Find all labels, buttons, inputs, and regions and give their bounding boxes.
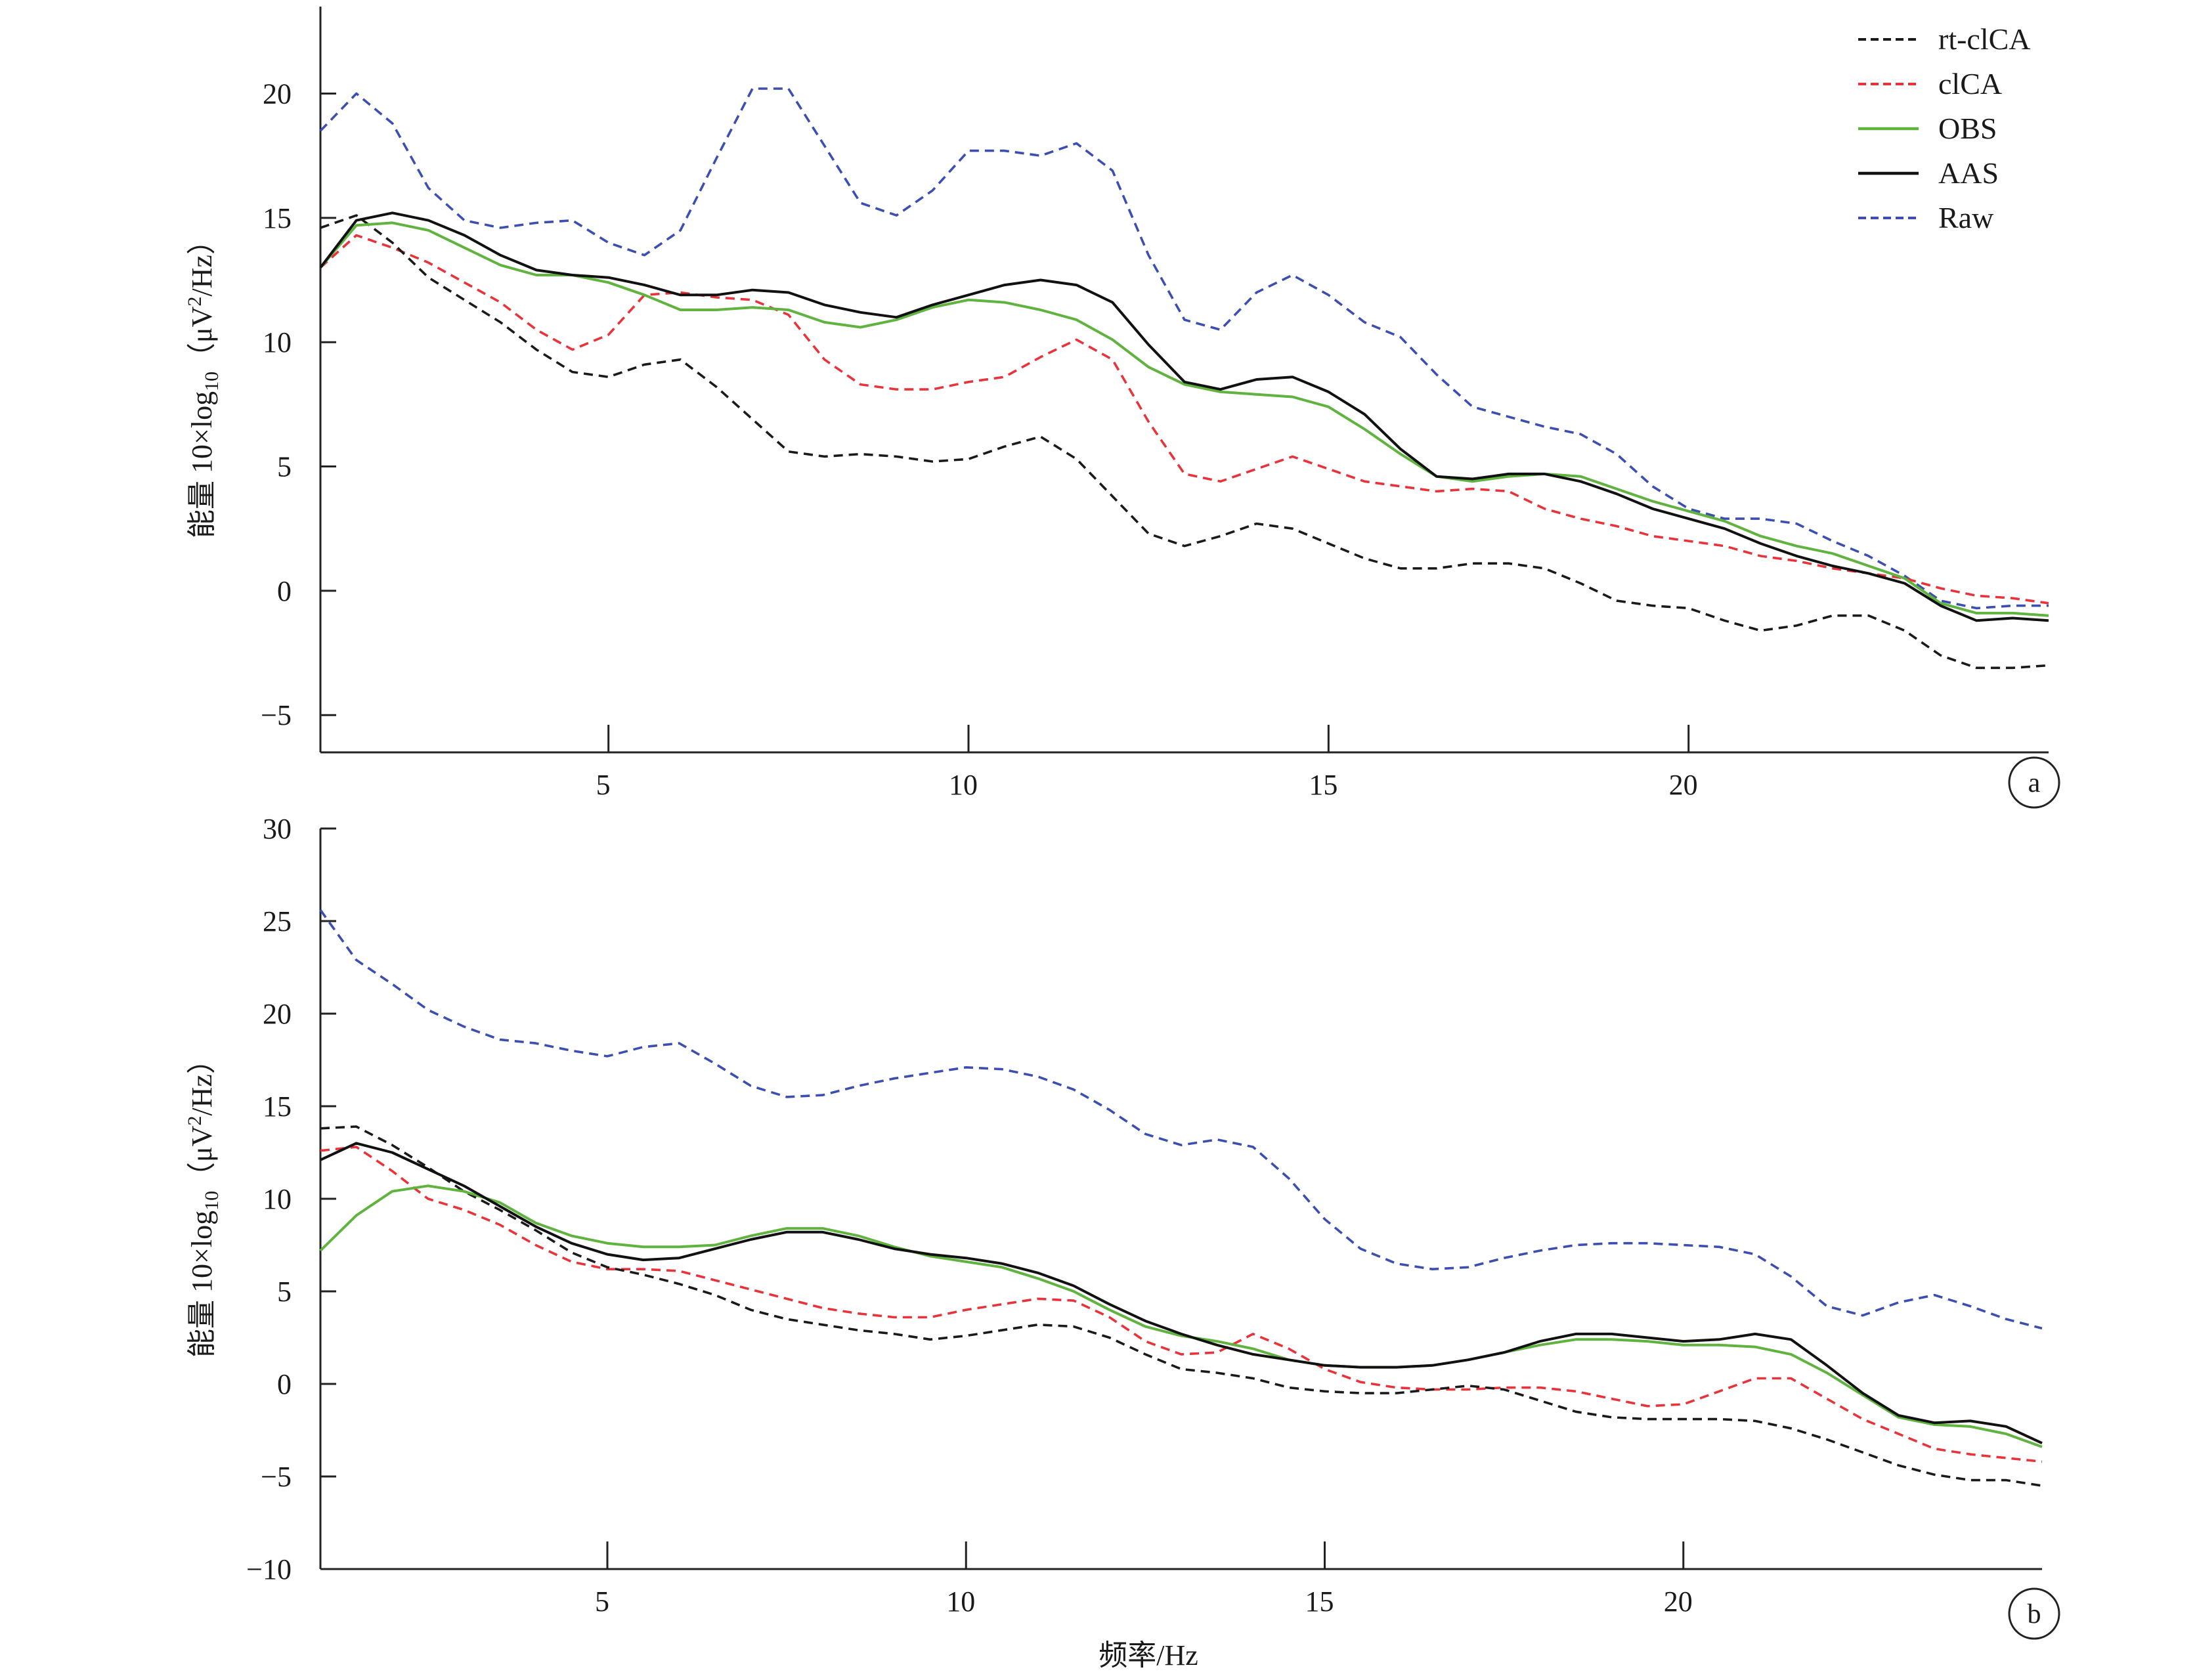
- y-tick-label: 0: [277, 575, 292, 607]
- legend-label-obs: OBS: [1938, 112, 1997, 145]
- y-tick-label: 20: [263, 78, 292, 110]
- y-tick-label: 10: [263, 326, 292, 358]
- x-tick-label: 5: [595, 1585, 609, 1618]
- y-axis-title-unit-close: /Hz）: [186, 1045, 218, 1116]
- series-line-rt-clca: [320, 1125, 2043, 1487]
- panel-letter: b: [2028, 1599, 2041, 1629]
- y-axis-title-prefix: 能量 10×log: [186, 391, 218, 538]
- panel-letter-circle: [2008, 756, 2060, 809]
- y-axis-title-unit-open: （μV: [186, 1125, 218, 1191]
- y-tick-label: −5: [261, 1461, 292, 1493]
- y-tick-label: 15: [263, 1090, 292, 1123]
- y-axis-title-unit-open: （μV: [186, 306, 218, 372]
- series-line-raw: [319, 909, 2043, 1330]
- x-tick-label: 20: [1669, 769, 1698, 801]
- y-axis-title-subscript: 10: [201, 1191, 223, 1211]
- y-tick-label: 25: [263, 905, 292, 937]
- y-tick-label: −10: [246, 1553, 292, 1585]
- legend-label-aas: AAS: [1938, 156, 1999, 190]
- y-axis-title-superscript: 2: [184, 297, 206, 307]
- y-axis-title: 能量 10×log10（μV2/Hz）: [184, 1045, 223, 1358]
- x-tick-label: 15: [1309, 769, 1338, 801]
- y-tick-label: 10: [263, 1183, 292, 1215]
- series-line-obs: [319, 221, 2049, 617]
- series-line-aas: [319, 211, 2049, 622]
- series-line-obs: [319, 1184, 2043, 1448]
- y-tick-label: 5: [277, 451, 292, 483]
- y-tick-label: 5: [277, 1276, 292, 1308]
- series-line-rt-clca: [320, 214, 2049, 670]
- y-axis-title-unit-close: /Hz）: [186, 226, 218, 297]
- y-tick-label: 15: [263, 202, 292, 234]
- y-axis-title-prefix: 能量 10×log: [186, 1211, 218, 1358]
- series-line-aas: [320, 1142, 2043, 1445]
- x-tick-label: 15: [1305, 1585, 1334, 1618]
- series-line-raw: [319, 87, 2049, 610]
- y-tick-label: −5: [261, 699, 292, 731]
- legend-label-raw: Raw: [1938, 201, 1994, 234]
- legend: rt-clCA clCA OBS AAS Raw: [1858, 22, 2031, 234]
- y-tick-label: 30: [263, 813, 292, 845]
- y-tick-label: 0: [277, 1368, 292, 1400]
- y-axis-title-subscript: 10: [201, 372, 223, 391]
- x-tick-label: 20: [1664, 1585, 1693, 1618]
- x-tick-label: 5: [596, 769, 611, 801]
- series-line-clca: [320, 1146, 2043, 1463]
- y-axis-title: 能量 10×log10（μV2/Hz）: [184, 226, 223, 538]
- panel-letter: a: [2028, 768, 2041, 798]
- x-axis-title: 频率/Hz: [1098, 1639, 1198, 1671]
- legend-label-clca: clCA: [1938, 67, 2002, 100]
- y-tick-label: 20: [263, 998, 292, 1030]
- legend-label-rt-clca: rt-clCA: [1938, 22, 2031, 56]
- x-tick-label: 10: [946, 1585, 975, 1618]
- x-tick-label: 10: [949, 769, 978, 801]
- y-axis-title-superscript: 2: [184, 1116, 206, 1126]
- series-line-clca: [319, 234, 2049, 605]
- panel-letter-circle: [2008, 1587, 2060, 1640]
